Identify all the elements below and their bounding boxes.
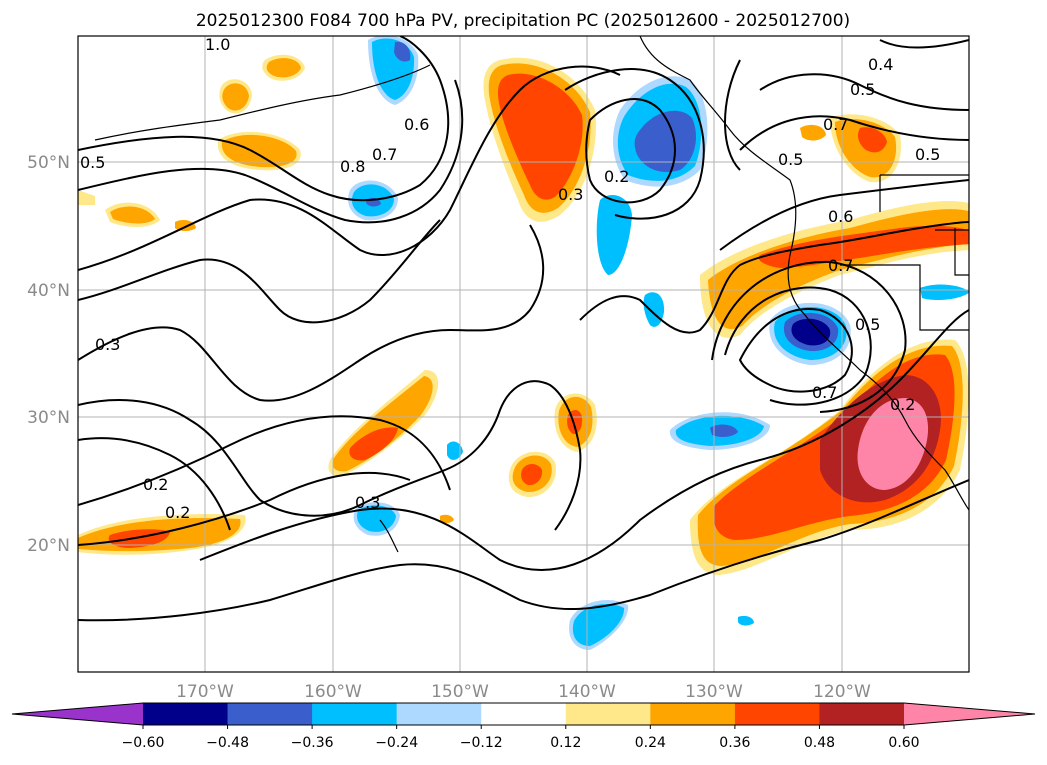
colorbar: −0.60 −0.48 −0.36 −0.24 −0.12 0.12 0.24 0.36 0.4… [11, 702, 1036, 751]
contour-label: 0.5 [855, 315, 880, 334]
colorbar-segment [734, 703, 820, 725]
contour-label: 0.2 [604, 167, 629, 186]
negative-precip-areas [348, 36, 969, 650]
coastlines [94, 36, 969, 553]
map-frame [77, 35, 970, 673]
colorbar-extend-low [12, 703, 143, 725]
contour-label: 0.6 [404, 115, 429, 134]
longitude-labels: 170°W 160°W 150°W 140°W 130°W 120°W [176, 682, 871, 702]
colorbar-tick-label: −0.24 [375, 735, 418, 751]
contour-label: 0.7 [372, 145, 397, 164]
colorbar-extend-high [904, 703, 1035, 725]
contour-label: 0.2 [143, 475, 168, 494]
colorbar-tick-label: 0.60 [888, 735, 919, 751]
contour-label: 0.5 [778, 150, 803, 169]
lon-label: 160°W [304, 682, 362, 702]
colorbar-segment [312, 703, 398, 725]
contour-label: 0.4 [868, 55, 893, 74]
colorbar-tick-label: 0.48 [804, 735, 835, 751]
contour-label: 0.7 [823, 115, 848, 134]
contour-label: 0.6 [828, 207, 853, 226]
contour-label: 0.8 [340, 157, 365, 176]
lon-label: 130°W [685, 682, 743, 702]
latitude-labels: 50°N 40°N 30°N 20°N [27, 153, 70, 556]
pv-contours [78, 36, 969, 622]
contour-label: 0.5 [915, 145, 940, 164]
contour-label: 0.3 [95, 335, 120, 354]
contour-label: 0.2 [890, 395, 915, 414]
colorbar-segment [819, 703, 905, 725]
colorbar-tick-label: −0.12 [460, 735, 503, 751]
colorbar-tick-label: 0.36 [719, 735, 750, 751]
lon-label: 170°W [176, 682, 234, 702]
contour-label: 0.5 [850, 80, 875, 99]
lon-label: 140°W [558, 682, 616, 702]
colorbar-tick-label: −0.60 [122, 735, 165, 751]
contour-label: 0.5 [80, 153, 105, 172]
colorbar-tick-label: 0.24 [635, 735, 666, 751]
contour-labels: 1.0 0.5 0.8 0.7 0.6 0.3 0.2 0.5 0.4 0.5 … [80, 35, 940, 522]
colorbar-tick-label: 0.12 [550, 735, 581, 751]
colorbar-segment [650, 703, 736, 725]
lat-label: 50°N [27, 153, 70, 173]
map-panel: 1.0 0.5 0.8 0.7 0.6 0.3 0.2 0.5 0.4 0.5 … [77, 35, 970, 673]
colorbar-segment [227, 703, 313, 725]
contour-label: 0.3 [355, 493, 380, 512]
colorbar-tick-label: −0.36 [291, 735, 334, 751]
contour-label: 1.0 [205, 35, 230, 54]
lat-label: 40°N [27, 281, 70, 301]
lon-label: 120°W [813, 682, 871, 702]
contour-label: 0.3 [558, 185, 583, 204]
lon-label: 150°W [431, 682, 489, 702]
contour-label: 0.7 [828, 256, 853, 275]
colorbar-segment [481, 703, 567, 725]
colorbar-tick-label: −0.48 [206, 735, 249, 751]
contour-label: 0.7 [812, 383, 837, 402]
colorbar-segment [143, 703, 229, 725]
figure-title: 2025012300 F084 700 hPa PV, precipitatio… [196, 11, 850, 31]
contour-label: 0.2 [165, 503, 190, 522]
colorbar-segment [565, 703, 651, 725]
lat-label: 30°N [27, 408, 70, 428]
colorbar-segment [396, 703, 482, 725]
lat-label: 20°N [27, 536, 70, 556]
